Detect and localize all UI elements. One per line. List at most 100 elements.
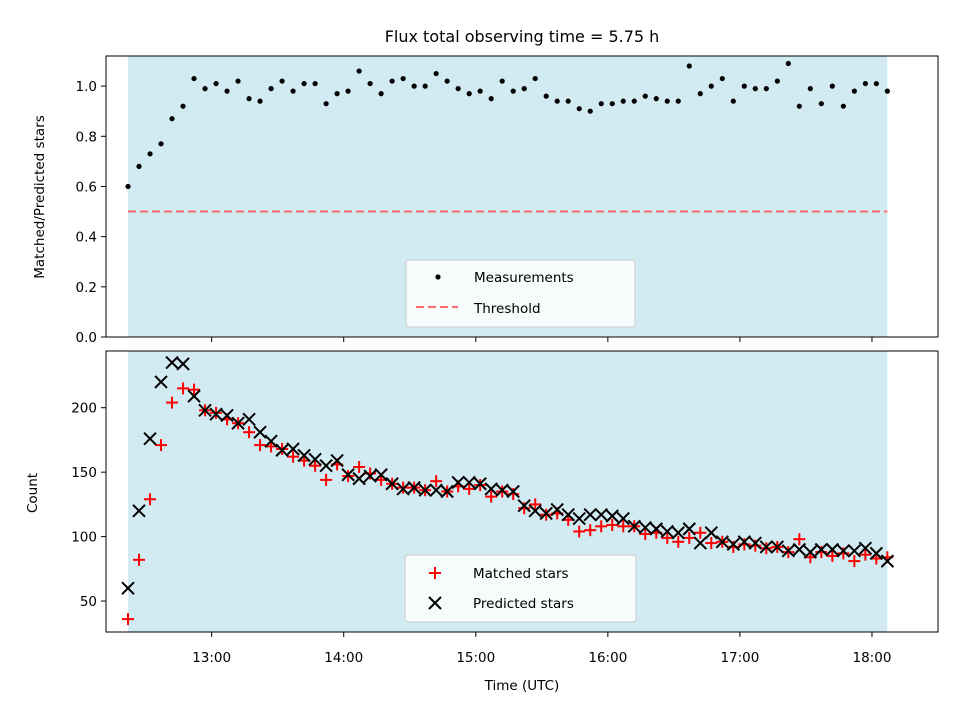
predicted-star-point	[825, 542, 840, 557]
measurement-point	[796, 103, 802, 109]
measurement-point	[444, 78, 450, 84]
measurement-point	[246, 96, 252, 102]
top-y-tick-label: 0.8	[76, 129, 97, 145]
matched-star-point	[430, 475, 443, 488]
measurement-point	[477, 88, 483, 94]
predicted-star-point	[462, 475, 476, 490]
measurement-point	[158, 141, 164, 147]
matched-star-point	[287, 450, 300, 463]
predicted-star-point	[451, 475, 465, 490]
measurement-point	[169, 116, 175, 122]
predicted-star-point	[418, 483, 432, 497]
measurement-point	[510, 88, 516, 94]
measurement-point	[818, 101, 824, 107]
bottom-y-tick-label: 200	[71, 401, 97, 417]
predicted-star-point	[616, 511, 630, 526]
measurement-point	[587, 108, 593, 114]
predicted-star-point	[506, 484, 520, 499]
predicted-star-point	[539, 506, 553, 521]
measurement-point	[752, 86, 758, 92]
measurement-point	[224, 88, 230, 94]
predicted-star-point	[671, 526, 685, 540]
measurement-point	[389, 78, 395, 84]
predicted-star-point	[759, 540, 774, 554]
measurement-point	[268, 86, 274, 92]
predicted-star-point	[847, 544, 862, 558]
matched-star-point	[815, 546, 828, 559]
predicted-star-point	[594, 507, 608, 522]
predicted-star-point	[165, 355, 179, 370]
predicted-star-point	[385, 477, 399, 491]
measurement-point	[488, 96, 494, 102]
measurement-point	[180, 103, 186, 109]
predicted-star-point	[297, 448, 311, 463]
matched-star-point	[738, 538, 751, 551]
bottom-y-tick-label: 100	[71, 530, 97, 546]
measurement-point	[851, 88, 857, 94]
predicted-star-point	[143, 431, 157, 446]
matched-star-point	[826, 549, 839, 562]
predicted-star-point	[429, 483, 443, 497]
matched-star-point	[749, 539, 762, 552]
predicted-star-point	[550, 502, 564, 517]
measurement-point	[202, 86, 208, 92]
top-y-tick-label: 1.0	[76, 79, 97, 95]
measurement-point	[862, 80, 868, 87]
measurement-point	[235, 78, 241, 84]
measurement-point	[884, 88, 890, 94]
predicted-star-point	[693, 536, 707, 550]
predicted-star-point	[121, 581, 135, 595]
predicted-star-point	[682, 522, 696, 536]
measurement-point	[279, 78, 285, 84]
predicted-star-point	[869, 546, 884, 561]
measurement-point	[708, 83, 714, 89]
measurement-point	[125, 183, 131, 190]
x-tick-label: 16:00	[588, 650, 627, 666]
measurement-point	[400, 75, 406, 82]
predicted-star-point	[352, 471, 366, 486]
measurement-point	[422, 83, 428, 89]
matched-star-point	[485, 490, 498, 503]
matched-star-point	[529, 498, 542, 511]
predicted-star-point	[396, 482, 410, 496]
predicted-star-point	[583, 507, 597, 522]
bottom-y-axis-label: Count	[25, 473, 41, 513]
x-tick-label: 15:00	[456, 650, 495, 666]
measurement-point	[257, 98, 263, 104]
measurement-point	[741, 83, 747, 89]
legend-threshold-label: Threshold	[473, 301, 541, 317]
top-y-tick-label: 0.4	[76, 230, 97, 246]
matched-star-point	[353, 461, 366, 474]
measurement-point	[378, 91, 384, 97]
matched-star-point	[639, 528, 652, 541]
matched-star-point	[518, 502, 531, 515]
measurement-point	[763, 86, 769, 92]
bottom-x-ticks: 13:00 14:00 15:00 16:00 17:00 18:00	[192, 632, 891, 666]
predicted-star-point	[330, 453, 344, 468]
predicted-star-point	[484, 482, 498, 496]
measurement-point	[290, 88, 296, 94]
measurement-point	[532, 75, 538, 82]
predicted-star-point	[792, 542, 807, 557]
top-y-tick-label: 0.0	[76, 330, 97, 346]
measurement-point	[367, 80, 373, 87]
measurement-point	[191, 75, 197, 82]
legend-measurements-label: Measurements	[474, 270, 574, 286]
matched-star-point	[243, 426, 256, 439]
matched-star-point	[672, 535, 685, 548]
measurement-point	[213, 80, 219, 87]
measurement-point	[730, 98, 736, 104]
predicted-star-point	[660, 524, 674, 539]
measurement-point	[653, 96, 659, 102]
predicted-star-point	[649, 522, 663, 536]
predicted-star-point	[275, 443, 289, 457]
legend-predicted-marker	[428, 596, 442, 610]
measurement-point	[499, 78, 505, 84]
predicted-star-point	[781, 544, 796, 558]
top-y-axis-label: Matched/Predicted stars	[32, 115, 48, 278]
top-legend-box	[405, 259, 636, 328]
measurement-point	[455, 86, 461, 92]
measurement-point	[719, 75, 725, 82]
bottom-panel-frame	[105, 350, 939, 633]
